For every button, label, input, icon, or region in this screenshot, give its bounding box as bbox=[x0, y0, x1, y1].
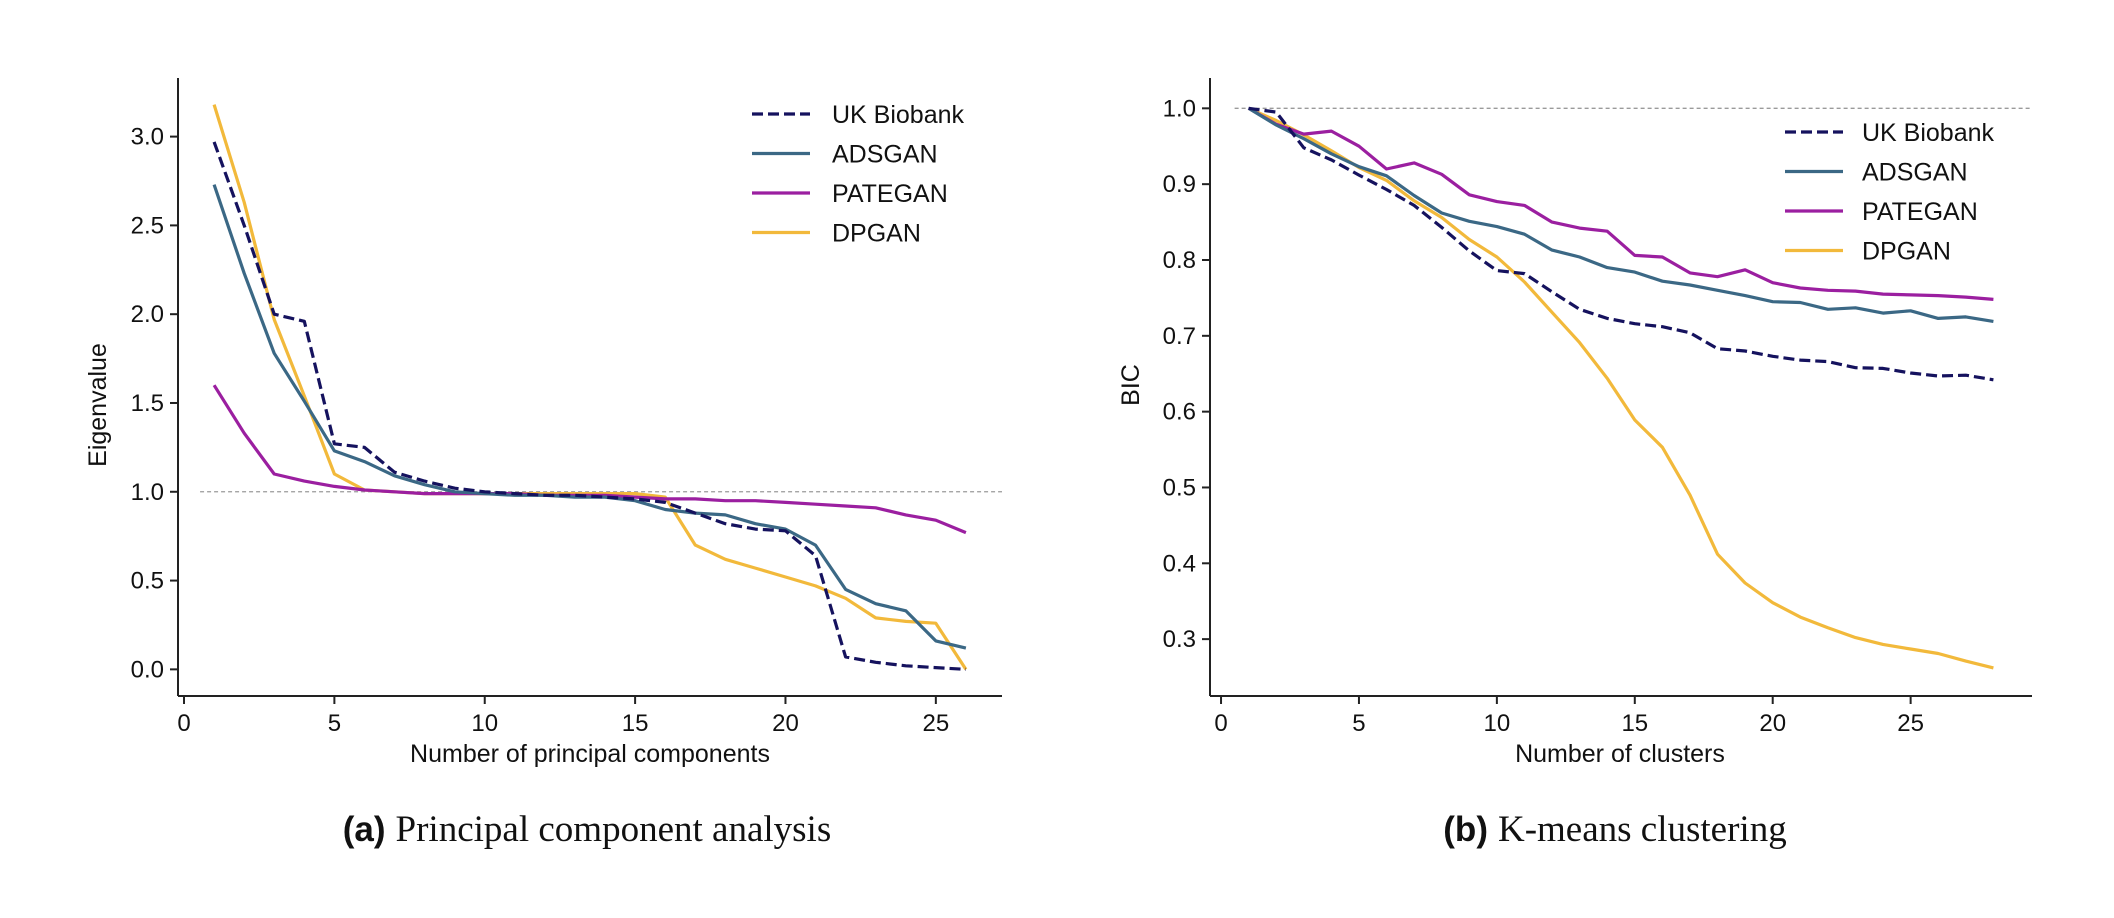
y-tick-label: 2.5 bbox=[131, 212, 164, 239]
x-tick-label: 0 bbox=[1214, 710, 1227, 737]
series-line-uk-biobank bbox=[1248, 106, 1994, 382]
x-tick-label: 15 bbox=[1621, 710, 1648, 737]
x-tick-label: 25 bbox=[1897, 710, 1924, 737]
caption-text: K-means clustering bbox=[1498, 809, 1787, 850]
series-line-adsgan bbox=[212, 184, 967, 650]
series-line-adsgan bbox=[1247, 106, 1994, 323]
legend-label-adsgan: ADSGAN bbox=[832, 141, 938, 169]
y-tick-label: 1.0 bbox=[131, 479, 164, 506]
y-tick-label: 0.6 bbox=[1163, 399, 1196, 426]
x-tick-label: 5 bbox=[1352, 710, 1365, 737]
plot-area-pca: 0 5 10 15 20 25 0.0 0.5 1.0 1.5 2.0 2.5 3.0 bbox=[131, 78, 1002, 737]
legend-pca: UK Biobank ADSGAN PATEGAN DPGAN bbox=[752, 101, 965, 248]
y-tick-label: 0.7 bbox=[1163, 323, 1196, 350]
x-tick-label: 10 bbox=[471, 710, 498, 737]
y-tick-label: 0.8 bbox=[1163, 247, 1196, 274]
x-tick-label: 10 bbox=[1484, 710, 1511, 737]
x-tick-label: 20 bbox=[1759, 710, 1786, 737]
y-tick-label: 0.5 bbox=[1163, 474, 1196, 501]
plot-area-kmeans: 0 5 10 15 20 25 0.3 0.4 0.5 0.6 0.7 0.8 0.9 1.0 bbox=[1163, 78, 2032, 737]
legend-kmeans: UK Biobank ADSGAN PATEGAN DPGAN bbox=[1785, 119, 1995, 266]
x-tick-label: 15 bbox=[622, 710, 649, 737]
y-axis-label: Eigenvalue bbox=[84, 343, 112, 467]
x-tick-label: 20 bbox=[772, 710, 799, 737]
y-axis-label: BIC bbox=[1117, 364, 1145, 406]
series-line-uk-biobank bbox=[212, 141, 966, 671]
x-tick-label: 5 bbox=[328, 710, 341, 737]
x-axis-label: Number of principal components bbox=[410, 740, 770, 768]
legend-label-pategan: PATEGAN bbox=[832, 180, 948, 208]
y-tick-label: 0.4 bbox=[1163, 550, 1196, 577]
panel-caption: (a) Principal component analysis bbox=[343, 809, 831, 850]
caption-text: Principal component analysis bbox=[396, 809, 832, 850]
y-tick-label: 1.0 bbox=[1163, 95, 1196, 122]
x-axis-label: Number of clusters bbox=[1515, 740, 1725, 768]
legend-label-pategan: PATEGAN bbox=[1862, 198, 1978, 226]
panel-tag: (b) bbox=[1443, 810, 1488, 849]
y-tick-label: 0.9 bbox=[1163, 171, 1196, 198]
legend-label-uk-biobank: UK Biobank bbox=[1862, 119, 1995, 147]
legend-label-dpgan: DPGAN bbox=[832, 220, 921, 248]
panel-tag: (a) bbox=[343, 810, 386, 849]
panel-pca: 0 5 10 15 20 25 0.0 0.5 1.0 1.5 2.0 2.5 3.0 UK Bioba… bbox=[84, 78, 1002, 850]
series-line-pategan bbox=[212, 384, 967, 535]
x-tick-label: 0 bbox=[177, 710, 190, 737]
y-tick-label: 0.5 bbox=[131, 568, 164, 595]
y-tick-label: 0.3 bbox=[1163, 626, 1196, 653]
x-tick-label: 25 bbox=[922, 710, 949, 737]
panel-kmeans: 0 5 10 15 20 25 0.3 0.4 0.5 0.6 0.7 0.8 0.9 1.0 UK Bi… bbox=[1117, 78, 2032, 850]
y-tick-label: 3.0 bbox=[131, 124, 164, 151]
legend-label-dpgan: DPGAN bbox=[1862, 238, 1951, 266]
series-line-pategan bbox=[1247, 106, 1994, 301]
y-tick-label: 0.0 bbox=[131, 656, 164, 683]
series-line-dpgan bbox=[212, 104, 968, 671]
panel-caption: (b) K-means clustering bbox=[1443, 809, 1786, 850]
y-tick-label: 2.0 bbox=[131, 301, 164, 328]
series-line-dpgan bbox=[1247, 106, 1994, 670]
legend-label-adsgan: ADSGAN bbox=[1862, 159, 1968, 187]
legend-label-uk-biobank: UK Biobank bbox=[832, 101, 965, 129]
y-tick-label: 1.5 bbox=[131, 390, 164, 417]
